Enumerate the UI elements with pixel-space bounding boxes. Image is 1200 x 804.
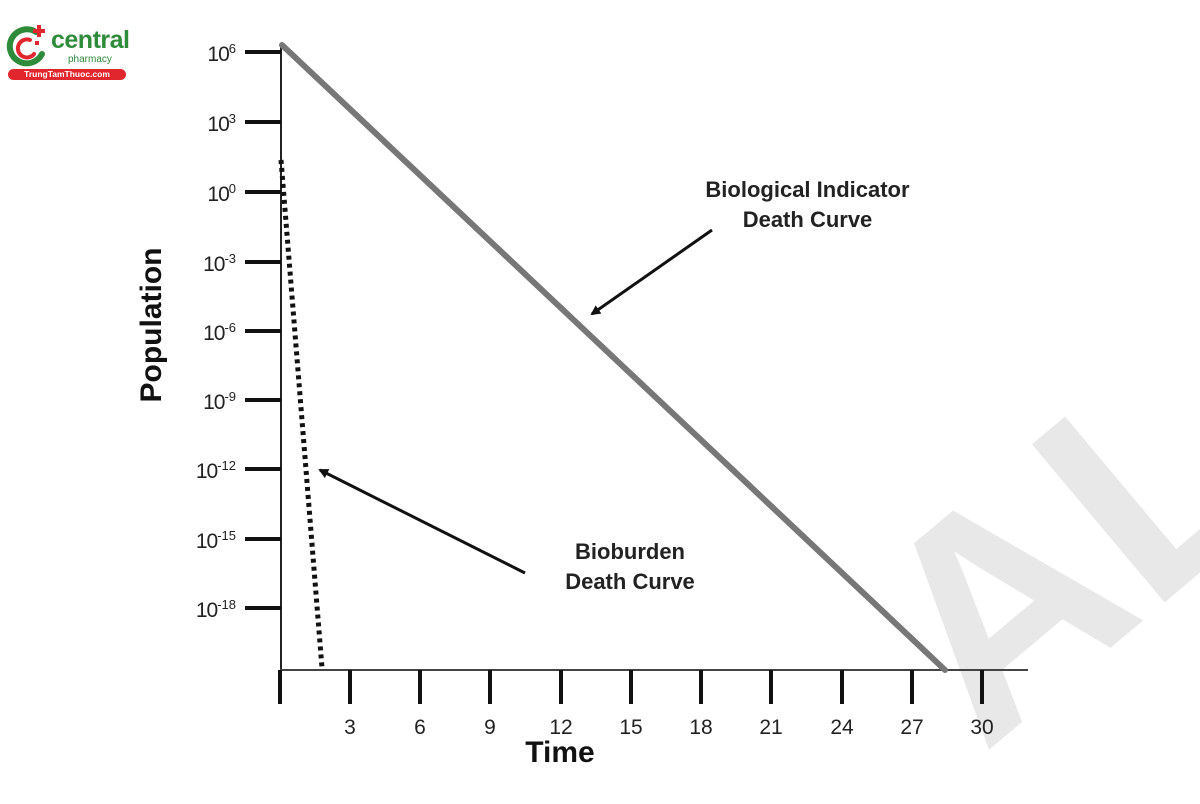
- y-tick-label: 100: [207, 181, 236, 206]
- y-tick-label: 10-12: [195, 458, 236, 483]
- x-tick-label: 6: [414, 716, 426, 739]
- y-tick-label: 10-6: [203, 320, 236, 345]
- bioburden-annotation-line2: Death Curve: [565, 569, 695, 594]
- bi-annotation-arrow: [590, 228, 713, 316]
- y-axis-title: Population: [135, 247, 168, 403]
- bioburden-annotation-label: Bioburden Death Curve: [540, 537, 720, 597]
- logo-banner: TrungTamThuoc.com: [8, 69, 126, 80]
- x-tick-label: 9: [484, 716, 496, 739]
- bioburden-annotation-line1: Bioburden: [575, 539, 685, 564]
- bioburden-curve: [278, 159, 325, 669]
- logo-sub-text: pharmacy: [68, 54, 112, 65]
- x-tick-label: 12: [549, 716, 573, 739]
- x-tick-label: 24: [830, 716, 854, 739]
- y-tick-label: 10-15: [195, 528, 236, 553]
- x-tick-label: 21: [759, 716, 783, 739]
- x-axis-title: Time: [525, 736, 595, 769]
- x-tick-label: 27: [900, 716, 924, 739]
- bi-annotation-line2: Death Curve: [742, 207, 873, 232]
- pharmacy-cross-icon: [6, 25, 45, 67]
- y-tick-label: 10-18: [195, 597, 236, 622]
- x-tick-label: 18: [689, 716, 713, 739]
- x-tick-label: 3: [344, 716, 356, 739]
- y-tick-label: 10-9: [203, 389, 236, 414]
- y-ticks: [245, 50, 281, 610]
- logo-brand-text: central: [51, 26, 130, 54]
- y-tick-label: 106: [207, 41, 236, 66]
- bi-annotation-label: Biological Indicator Death Curve: [670, 175, 945, 235]
- y-tick-label: 103: [207, 111, 236, 136]
- central-pharmacy-logo: central pharmacy TrungTamThuoc.com: [6, 24, 130, 84]
- biological-indicator-curve: [279, 42, 948, 673]
- y-tick-label: 10-3: [203, 251, 236, 276]
- x-tick-label: 30: [970, 716, 994, 739]
- x-tick-label: 15: [619, 716, 643, 739]
- bi-annotation-line1: Biological Indicator: [705, 177, 910, 202]
- x-ticks: [278, 670, 984, 704]
- bioburden-annotation-arrow: [318, 468, 526, 575]
